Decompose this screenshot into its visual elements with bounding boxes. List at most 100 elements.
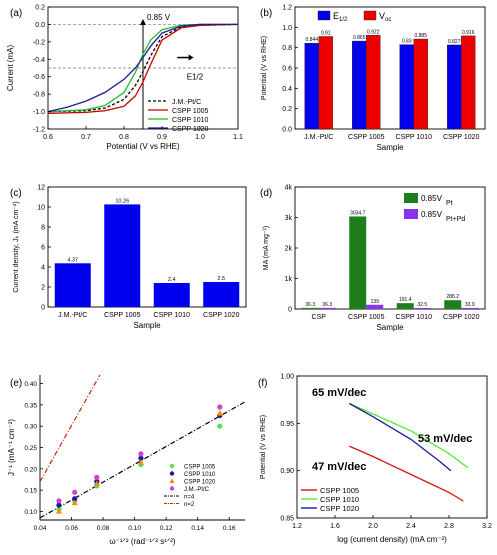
panel-c-y-axis-title: Current density, Jₖ (mA cm⁻²)	[13, 201, 20, 292]
scatter-point	[72, 489, 78, 495]
scatter-point	[138, 451, 144, 457]
panel-e-y-tick-label: 0.30	[24, 424, 37, 431]
bar-value-label: 0.844	[305, 37, 318, 43]
legend-swatch	[404, 193, 418, 203]
panel-a-x-tick-label: 0.8	[119, 134, 129, 141]
panel-f-x-tick-label: 2.8	[444, 523, 454, 530]
legend-label: CSPP 1005	[172, 108, 209, 115]
bar-value-label: 36.3	[305, 302, 315, 308]
scatter-point	[71, 499, 78, 506]
bar-mass-activity-pt	[349, 216, 367, 309]
panel-d-frame	[294, 186, 486, 310]
legend-subscript: Pt+Pd	[446, 216, 465, 223]
panel-e-x-tick-label: 0.16	[223, 525, 236, 532]
category-label: CSPP 1005	[348, 134, 385, 141]
panel-f-y-tick-label: 0.90	[280, 468, 294, 475]
category-label: CSPP 1020	[443, 134, 480, 141]
legend-label: CSPP 1020	[184, 479, 216, 485]
category-label: CSPP 1020	[443, 314, 480, 321]
panel-a-y-tick-label: 0.2	[35, 5, 45, 12]
bar-voc	[461, 35, 476, 130]
category-label: CSPP 1010	[154, 312, 191, 319]
panel-b-y-tick-label: 1.2	[282, 5, 292, 12]
slope-annotation: 65 mV/dec	[312, 387, 366, 399]
bar-value-label: 0.83	[402, 39, 412, 45]
legend-label: E1/2	[333, 11, 348, 23]
panel-e-x-axis-title: ω⁻¹ᐟ² (rad⁻¹ᐟ² s¹ᐟ²)	[109, 537, 176, 546]
panel-a-y-tick-label: -0.6	[33, 74, 45, 81]
scatter-point	[217, 404, 223, 410]
legend-label: n=4	[184, 494, 195, 500]
bar-current-density	[104, 204, 141, 307]
legend-label: 0.85V	[421, 210, 443, 219]
arrow-right-icon	[188, 54, 194, 61]
panel-f-y-tick-label: 0.85	[280, 516, 294, 523]
panel-a-y-tick-label: -0.4	[33, 57, 45, 64]
panel-c-y-tick-label: 12	[37, 185, 45, 192]
panel-a-y-tick-label: 0.0	[35, 22, 45, 29]
bar-mass-activity-pt-pd	[318, 307, 336, 309]
category-label: J.M.-Pt/C	[58, 312, 87, 319]
legend-label: Voc	[379, 11, 391, 23]
bar-value-label: 0.916	[462, 30, 475, 36]
legend-label: CSPP 1005	[184, 464, 216, 470]
panel-b-x-axis-title: Sample	[376, 143, 404, 152]
panel-f-x-tick-label: 3.2	[482, 523, 492, 530]
legend-label: CSPP 1010	[184, 472, 216, 478]
bar-value-label: 0.885	[414, 33, 427, 39]
legend-swatch	[404, 209, 418, 219]
bar-value-label: 0.865	[353, 35, 366, 41]
legend-subscript: Pt	[446, 200, 453, 207]
panel-f-label: (f)	[258, 378, 267, 389]
bar-value-label: 139	[371, 299, 380, 305]
legend-swatch	[363, 10, 377, 21]
category-label: CSP	[312, 314, 327, 321]
series-line-j-m--pt-c	[47, 23, 239, 113]
category-label: J.M.-Pt/C	[304, 134, 333, 141]
panel-c-y-tick-label: 10	[37, 205, 45, 212]
panel-e-x-tick-label: 0.06	[65, 525, 78, 532]
bar-value-label: 36.3	[322, 302, 332, 308]
scatter-point	[93, 480, 100, 486]
panel-d-y-tick-label: 2k	[285, 246, 293, 253]
legend-label: n=2	[184, 502, 195, 508]
bar-value-label: 0.922	[367, 29, 380, 35]
bar-mass-activity-pt	[301, 307, 319, 309]
panel-a-y-axis-title: Current (mA)	[6, 45, 15, 92]
panel-a-x-tick-label: 1.0	[195, 134, 205, 141]
panel-e-y-tick-label: 0.15	[24, 488, 37, 495]
panel-b-y-tick-label: 0.2	[282, 106, 292, 113]
bar-value-label: 33.9	[465, 302, 475, 308]
panel-f-y-tick-label: 1.00	[280, 374, 294, 381]
panel-f-x-tick-label: 1.6	[330, 523, 340, 530]
tafel-line-cspp-1010	[349, 402, 469, 469]
category-label: CSPP 1010	[396, 314, 433, 321]
legend-swatch	[169, 478, 175, 483]
panel-a-x-tick-label: 1.1	[233, 134, 243, 141]
panel-f-x-axis-title: log (current density) (mA cm⁻²)	[337, 535, 447, 544]
scatter-point	[216, 410, 223, 416]
bar-value-label: 2.5	[217, 276, 225, 282]
scatter-point	[137, 459, 144, 465]
panel-a-y-tick-label: -1.2	[33, 127, 45, 134]
tafel-line-cspp-1005	[349, 445, 464, 502]
series-line-cspp-1005	[47, 23, 239, 114]
panel-c-y-tick-label: 6	[41, 245, 45, 252]
bar-value-label: 4.37	[67, 257, 78, 263]
potential-annotation: 0.85 V	[147, 13, 171, 22]
legend-label: J.M.-Pt/C	[184, 487, 210, 493]
panel-a-y-tick-label: -0.2	[33, 39, 45, 46]
bar-mass-activity-pt	[444, 300, 462, 309]
bar-mass-activity-pt-pd	[461, 307, 479, 309]
bar-e-half	[304, 42, 319, 130]
legend-label: CSPP 1020	[172, 126, 209, 133]
bar-value-label: 10.26	[115, 198, 129, 204]
panel-d-x-axis-title: Sample	[376, 323, 404, 332]
panel-c-y-tick-label: 8	[41, 225, 45, 232]
panel-f-y-axis-title: Potential (V vs RHE)	[260, 415, 267, 479]
series-line-cspp-1020	[47, 23, 238, 113]
scatter-point	[56, 498, 62, 504]
panel-f-frame	[296, 375, 488, 519]
legend-label: CSPP 1010	[172, 117, 209, 124]
